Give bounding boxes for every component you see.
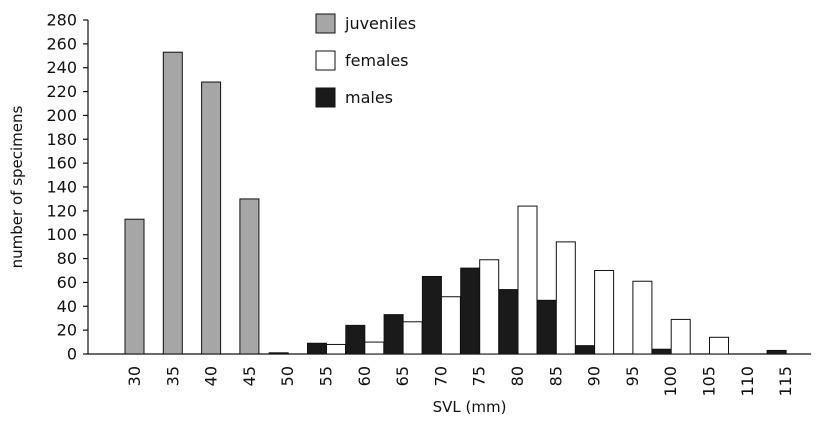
x-tick-label: 90: [585, 366, 604, 386]
bar-juveniles-30: [124, 218, 145, 355]
x-tick-label: 35: [163, 366, 182, 386]
legend-label-males: males: [345, 88, 393, 107]
y-tick-label: 100: [46, 225, 77, 244]
bar-females-85: [555, 241, 576, 355]
y-tick-label: 220: [46, 82, 77, 101]
bar-males-60: [345, 324, 366, 355]
bar-females-80: [517, 205, 538, 355]
legend-label-juveniles: juveniles: [344, 14, 416, 33]
x-tick-label: 45: [240, 366, 259, 386]
bar-males-55: [307, 342, 327, 355]
x-tick-label: 100: [661, 366, 680, 397]
x-tick-label: 80: [508, 366, 527, 386]
bar-males-115: [766, 349, 787, 355]
y-tick-label: 20: [57, 321, 77, 340]
bar-females-75: [479, 259, 500, 355]
x-tick-label: 70: [431, 366, 450, 386]
y-tick-label: 280: [46, 11, 77, 30]
bar-juveniles-35: [162, 51, 183, 355]
bar-males-70: [421, 275, 442, 355]
bar-males-80: [498, 289, 519, 355]
x-tick-label: 40: [202, 366, 221, 386]
bar-males-85: [536, 299, 557, 355]
y-axis-ticks: 0 20 40 60 80 100 120 140 160 180 200 220 240 260 280: [46, 11, 88, 364]
bar-juveniles-40: [201, 81, 222, 355]
x-tick-label: 55: [317, 366, 336, 386]
legend-swatch-males: [315, 87, 336, 108]
y-tick-label: 60: [57, 273, 77, 292]
y-tick-label: 260: [46, 34, 77, 53]
legend: juveniles females males: [315, 13, 416, 108]
y-tick-label: 140: [46, 178, 77, 197]
y-tick-label: 160: [46, 154, 77, 173]
plot-area: 020406080100120140160180200220240260280 …: [46, 11, 812, 397]
bar-females-105: [709, 336, 729, 355]
y-tick-label: 0: [67, 345, 77, 364]
y-tick-label: 200: [46, 106, 77, 125]
x-tick-label: 65: [393, 366, 412, 386]
legend-swatch-females: [315, 50, 336, 71]
y-tick-label: 80: [57, 249, 77, 268]
x-tick-label: 110: [738, 366, 757, 397]
bar-females-90: [594, 270, 615, 355]
x-tick-label: 30: [125, 366, 144, 386]
legend-label-females: females: [345, 51, 409, 70]
x-axis-ticks: 30 35 40 45 50 55 60 65 70 75 80 85 90 95 100 105 110 115: [125, 366, 795, 397]
bar-females-55: [326, 343, 346, 355]
x-tick-label: 50: [278, 366, 297, 386]
x-tick-label: 95: [623, 366, 642, 386]
bar-females-70: [440, 296, 461, 355]
y-tick-label: 240: [46, 58, 77, 77]
bar-males-75: [460, 267, 481, 355]
bar-juveniles-45: [239, 198, 260, 355]
bar-females-100: [670, 318, 691, 355]
bar-males-50: [268, 352, 289, 355]
x-tick-label: 60: [355, 366, 374, 386]
bar-males-65: [383, 314, 404, 355]
x-tick-label: 105: [700, 366, 719, 397]
bar-males-90: [575, 345, 596, 355]
x-axis-title: SVL (mm): [433, 398, 507, 416]
x-tick-label: 75: [470, 366, 489, 386]
legend-swatch-juveniles: [315, 13, 336, 34]
bar-females-65: [402, 321, 423, 355]
bar-females-95: [632, 280, 653, 355]
x-tick-label: 85: [546, 366, 565, 386]
x-tick-label: 115: [776, 366, 795, 397]
y-tick-label: 120: [46, 201, 77, 220]
y-axis-title: number of specimens: [8, 105, 26, 268]
y-tick-label: 180: [46, 130, 77, 149]
y-tick-label: 40: [57, 297, 77, 316]
bars: [124, 51, 787, 355]
bar-males-100: [651, 348, 672, 355]
bar-females-60: [364, 341, 385, 355]
